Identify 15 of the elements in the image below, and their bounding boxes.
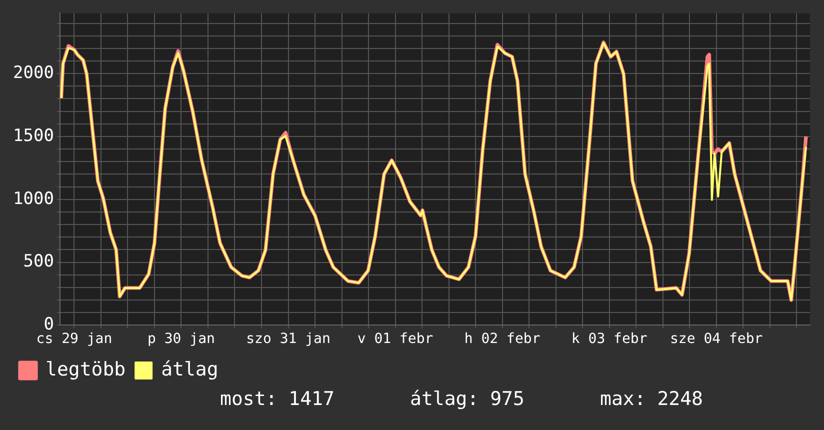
y-tick-label: 1500: [12, 126, 54, 146]
x-tick-label: k 03 febr: [571, 331, 648, 348]
y-tick-label: 2000: [12, 63, 54, 84]
text: most: 1417: [220, 388, 336, 410]
text: átlag: 975: [410, 388, 526, 410]
x-tick-label: sze 04 febr: [670, 331, 763, 348]
legend-label: legtöbb: [46, 358, 126, 380]
y-tick-label: 1000: [12, 188, 54, 209]
text: max: 2248: [600, 388, 704, 410]
legend-label: átlag: [161, 358, 218, 380]
y-tick-label: 500: [23, 252, 54, 272]
x-tick-label: h 02 febr: [464, 331, 540, 348]
x-tick-label: v 01 febr: [357, 331, 434, 348]
x-tick-label: szo 31 jan: [246, 331, 330, 348]
x-tick-label: p 30 jan: [148, 331, 215, 348]
